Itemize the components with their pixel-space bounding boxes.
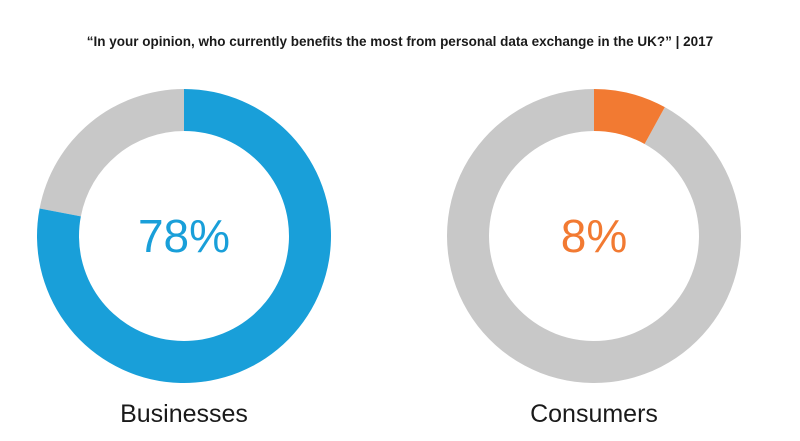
donut-svg-consumers bbox=[447, 89, 741, 383]
center-value-businesses: 78% bbox=[137, 210, 231, 262]
donut-value-slice-consumers bbox=[594, 89, 665, 144]
category-label-consumers: Consumers bbox=[530, 400, 658, 428]
donut-remainder-slice-businesses bbox=[39, 89, 184, 217]
donut-svg-businesses bbox=[36, 89, 331, 383]
donut-chart-businesses: 78% bbox=[36, 88, 332, 384]
donut-chart-consumers: 8% bbox=[446, 88, 742, 384]
category-label-businesses: Businesses bbox=[120, 400, 248, 428]
center-value-consumers: 8% bbox=[560, 210, 628, 262]
chart-title: “In your opinion, who currently benefits… bbox=[86, 34, 714, 49]
